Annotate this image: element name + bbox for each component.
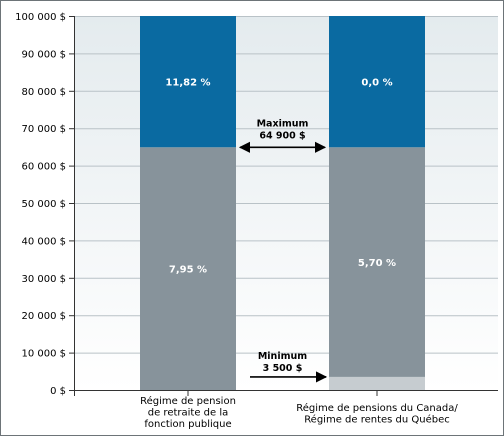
y-tick-label: 100 000 $ — [15, 12, 66, 23]
y-axis: 0 $ 10 000 $ 20 000 $ 30 000 $ 40 000 $ 50 00… — [15, 12, 498, 397]
minimum-value: 3 500 $ — [263, 363, 303, 374]
y-tick-label: 50 000 $ — [21, 199, 66, 210]
x-tick-label-line: Régime de rentes du Québec — [304, 414, 450, 426]
maximum-value: 64 900 $ — [259, 130, 305, 141]
y-tick-label: 70 000 $ — [21, 124, 66, 135]
x-tick-label-line: Régime de pension — [140, 395, 236, 407]
data-label: 11,82 % — [165, 78, 210, 89]
y-tick-label: 0 $ — [50, 386, 66, 397]
maximum-title: Maximum — [257, 118, 309, 129]
bar-segment — [329, 147, 425, 377]
x-tick-label: Régime de pension de retraite de la foncti… — [140, 395, 236, 430]
y-tick-label: 90 000 $ — [21, 49, 66, 60]
data-label: 5,70 % — [358, 258, 396, 269]
bar-segment — [329, 16, 425, 148]
x-axis-categories: Régime de pension de retraite de la foncti… — [140, 395, 458, 430]
x-tick-label-line: de retraite de la — [148, 408, 229, 419]
x-tick-label: Régime de pensions du Canada/Régime de r… — [296, 402, 458, 426]
bar-segment — [140, 16, 236, 148]
bar-segment — [329, 376, 425, 390]
y-tick-label: 30 000 $ — [21, 274, 66, 285]
y-tick-label: 20 000 $ — [21, 311, 66, 322]
x-tick-label-line: fonction publique — [144, 419, 231, 430]
bar-segment — [140, 147, 236, 390]
y-tick-label: 80 000 $ — [21, 87, 66, 98]
minimum-title: Minimum — [258, 351, 307, 362]
bars: 7,95 % 11,82 % 5,70 % 0,0 % — [140, 16, 425, 390]
y-tick-label: 40 000 $ — [21, 236, 66, 247]
y-tick-label: 60 000 $ — [21, 162, 66, 173]
data-label: 0,0 % — [361, 78, 392, 89]
data-label: 7,95 % — [169, 265, 207, 276]
x-tick-label-line: Régime de pensions du Canada/ — [296, 402, 458, 414]
y-tick-label: 10 000 $ — [21, 349, 66, 360]
